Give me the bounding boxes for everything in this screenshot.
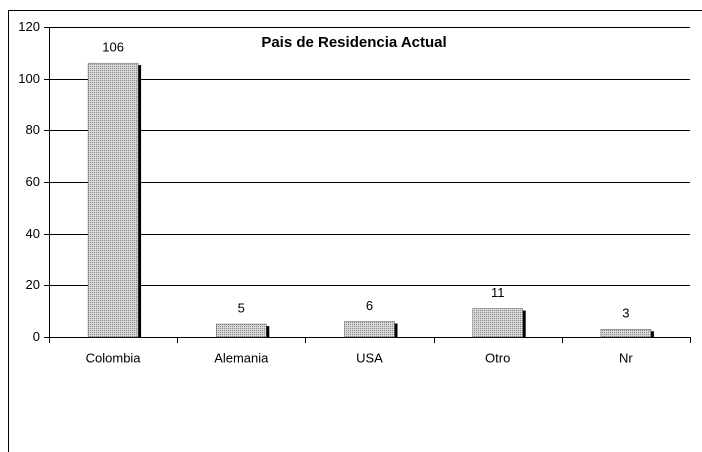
data-label: 5	[238, 301, 245, 316]
bar	[344, 321, 395, 338]
y-tick-label: 40	[26, 226, 40, 241]
y-tick-label: 20	[26, 277, 40, 292]
y-tick-label: 0	[33, 329, 40, 344]
x-tick-label: Otro	[485, 350, 510, 365]
data-label: 3	[622, 306, 629, 321]
data-label: 11	[491, 285, 505, 300]
bar	[87, 62, 139, 338]
x-tick-label: Colombia	[86, 350, 142, 365]
chart-title: Pais de Residencia Actual	[261, 34, 446, 51]
data-label: 6	[366, 298, 373, 313]
bar	[472, 308, 523, 338]
bar	[216, 323, 267, 338]
y-tick-label: 120	[18, 19, 40, 34]
y-tick-label: 80	[26, 122, 40, 137]
x-tick-label: Alemania	[214, 350, 269, 365]
x-tick-label: Nr	[619, 350, 633, 365]
x-tick-label: USA	[356, 350, 383, 365]
y-tick-label: 100	[18, 71, 40, 86]
y-tick-label: 60	[26, 174, 40, 189]
data-label: 106	[102, 40, 124, 55]
bar	[600, 329, 652, 338]
